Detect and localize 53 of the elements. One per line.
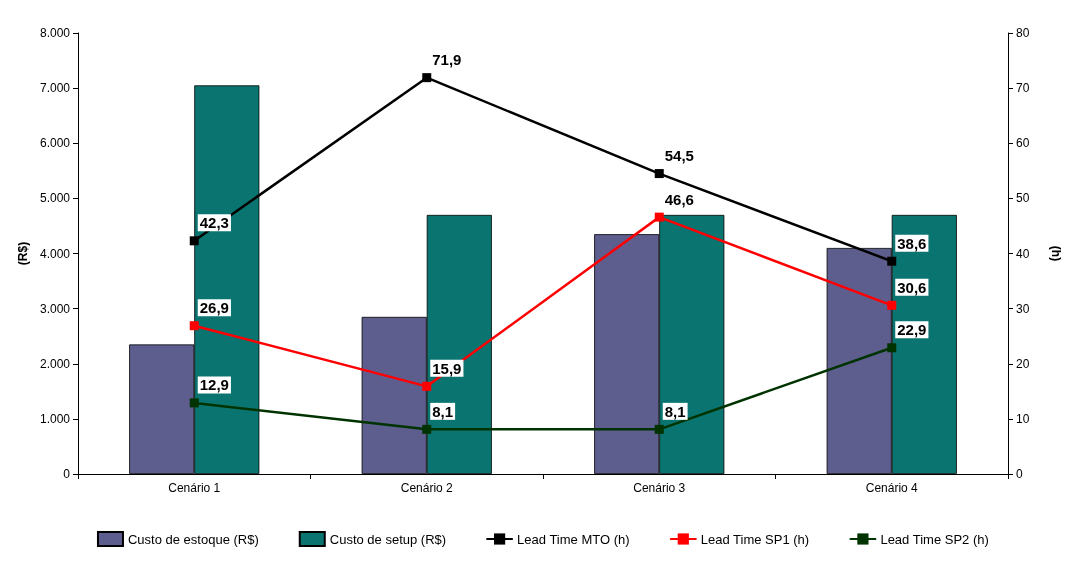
y2-tick-label: 70 — [1016, 81, 1030, 96]
legend-label: Lead Time SP1 (h) — [700, 531, 810, 547]
point — [887, 343, 897, 353]
y2-tick-label: 60 — [1016, 136, 1030, 151]
point — [654, 212, 664, 222]
legend-label: Custo de estoque (R$) — [127, 531, 259, 547]
x-tick-label: Cenário 3 — [633, 481, 686, 495]
y2-tick-label: 20 — [1016, 356, 1030, 371]
point — [887, 256, 897, 266]
y-tick-label: 4.000 — [39, 246, 71, 261]
y2-tick-label: 30 — [1016, 301, 1030, 316]
y2-tick-label: 0 — [1016, 467, 1023, 481]
legend-label: Custo de setup (R$) — [329, 531, 447, 547]
x-tick-label: Cenário 1 — [168, 481, 221, 495]
y-tick-label: 7.000 — [39, 81, 71, 96]
y-tick-label: 5.000 — [39, 191, 71, 206]
x-tick-label: Cenário 2 — [400, 481, 454, 495]
y2-tick-label: 50 — [1016, 191, 1030, 206]
point — [654, 424, 664, 434]
point — [422, 424, 432, 434]
point — [189, 321, 199, 331]
y-axis-title: (R$) — [16, 241, 31, 266]
point — [654, 169, 664, 179]
point — [189, 236, 199, 246]
y2-tick-label: 10 — [1016, 411, 1030, 426]
y2-tick-label: 80 — [1016, 26, 1030, 40]
point — [422, 73, 432, 83]
data-label: 42,3 — [199, 214, 229, 232]
point — [189, 398, 199, 408]
y-tick-label: 6.000 — [39, 136, 71, 151]
data-label: 38,6 — [897, 234, 927, 252]
data-label: 8,1 — [664, 402, 686, 420]
data-label: 22,9 — [897, 321, 927, 339]
y-tick-label: 0 — [63, 467, 71, 481]
data-label: 54,5 — [664, 147, 694, 165]
data-label: 71,9 — [432, 51, 462, 69]
point — [422, 381, 432, 391]
x-tick-label: Cenário 4 — [865, 481, 919, 495]
legend-label: Lead Time MTO (h) — [517, 531, 630, 547]
data-label: 8,1 — [432, 402, 454, 420]
y-tick-label: 8.000 — [39, 26, 71, 40]
data-label: 46,6 — [664, 190, 694, 208]
y2-tick-label: 40 — [1016, 246, 1030, 261]
data-label: 12,9 — [199, 376, 229, 394]
y-tick-label: 3.000 — [39, 301, 71, 316]
y-tick-label: 1.000 — [39, 411, 71, 426]
point — [887, 300, 897, 310]
y2-axis-title: (h) — [1049, 245, 1063, 262]
legend-label: Lead Time SP2 (h) — [880, 531, 989, 547]
data-label: 15,9 — [432, 359, 462, 377]
data-label: 26,9 — [199, 299, 229, 317]
y-tick-label: 2.000 — [39, 356, 71, 371]
data-label: 30,6 — [897, 278, 927, 296]
